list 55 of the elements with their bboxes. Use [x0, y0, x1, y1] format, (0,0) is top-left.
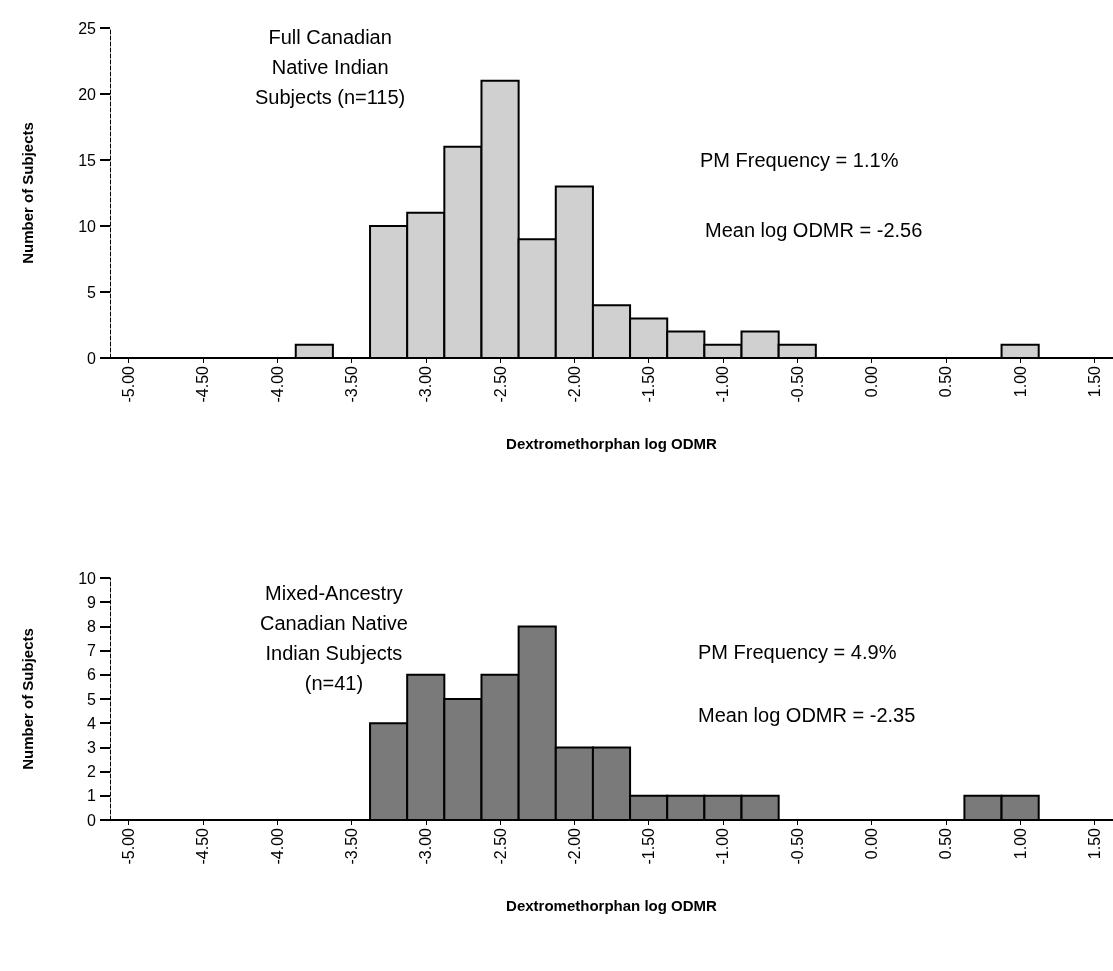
x-axis-title: Dextromethorphan log ODMR: [506, 435, 718, 452]
annotation: Mixed-Ancestry Canadian Native Indian Subjects (n=41): [260, 582, 408, 694]
y-tick-label: 2: [87, 763, 97, 781]
x-tick-label: 1.50: [1085, 827, 1103, 860]
y-tick-label: 7: [87, 642, 97, 660]
y-tick-label: 15: [78, 151, 97, 169]
x-tick-label: 0.00: [863, 365, 881, 398]
y-tick-label: 0: [87, 811, 97, 829]
y-tick-label: 8: [87, 617, 97, 635]
x-tick-label: -2.50: [491, 827, 509, 865]
y-tick-label: 10: [78, 217, 97, 235]
annotation: Mean log ODMR = -2.56: [705, 219, 923, 241]
x-tick-label: -4.50: [194, 365, 212, 403]
y-tick-label: 5: [87, 690, 97, 708]
x-tick-label: -1.00: [714, 365, 732, 403]
y-tick-label: 1: [87, 787, 97, 805]
x-tick-label: -3.00: [417, 827, 435, 865]
y-axis-title: Number of Subjects: [19, 628, 36, 770]
y-tick-label: 5: [87, 283, 97, 301]
annotation: PM Frequency = 4.9%: [698, 641, 897, 663]
y-tick-label: 3: [87, 738, 97, 756]
y-tick-label: 0: [87, 349, 97, 367]
x-tick-label: -0.50: [788, 827, 806, 865]
annotation: PM Frequency = 1.1%: [700, 149, 899, 171]
x-tick-label: -1.50: [640, 365, 658, 403]
x-tick-label: 1.00: [1011, 365, 1029, 398]
y-tick-label: 20: [78, 85, 97, 103]
x-tick-label: -2.50: [491, 365, 509, 403]
y-tick-label: 10: [78, 569, 97, 587]
x-tick-label: -4.50: [194, 827, 212, 865]
x-tick-label: -4.00: [268, 365, 286, 403]
x-tick-label: -1.50: [640, 827, 658, 865]
x-tick-label: 1.00: [1011, 827, 1029, 860]
x-tick-label: -3.50: [342, 827, 360, 865]
x-tick-label: -1.00: [714, 827, 732, 865]
x-tick-label: -5.00: [120, 827, 138, 865]
x-tick-label: -4.00: [268, 827, 286, 865]
y-tick-label: 4: [87, 714, 97, 732]
x-tick-label: 0.50: [937, 827, 955, 860]
y-tick-label: 25: [78, 19, 97, 37]
x-tick-label: 0.00: [863, 827, 881, 860]
annotation: Full Canadian Native Indian Subjects (n=115): [255, 26, 406, 108]
x-tick-label: -5.00: [120, 365, 138, 403]
x-tick-label: -0.50: [788, 365, 806, 403]
x-tick-label: -3.00: [417, 365, 435, 403]
x-tick-label: 1.50: [1085, 365, 1103, 398]
x-tick-label: -2.00: [565, 827, 583, 865]
x-tick-label: -2.00: [565, 365, 583, 403]
y-tick-label: 9: [87, 593, 97, 611]
y-axis-title: Number of Subjects: [19, 122, 36, 264]
x-tick-label: -3.50: [342, 365, 360, 403]
x-tick-label: 0.50: [937, 365, 955, 398]
y-tick-label: 6: [87, 666, 97, 684]
annotation: Mean log ODMR = -2.35: [698, 704, 916, 726]
x-axis-title: Dextromethorphan log ODMR: [506, 897, 718, 914]
